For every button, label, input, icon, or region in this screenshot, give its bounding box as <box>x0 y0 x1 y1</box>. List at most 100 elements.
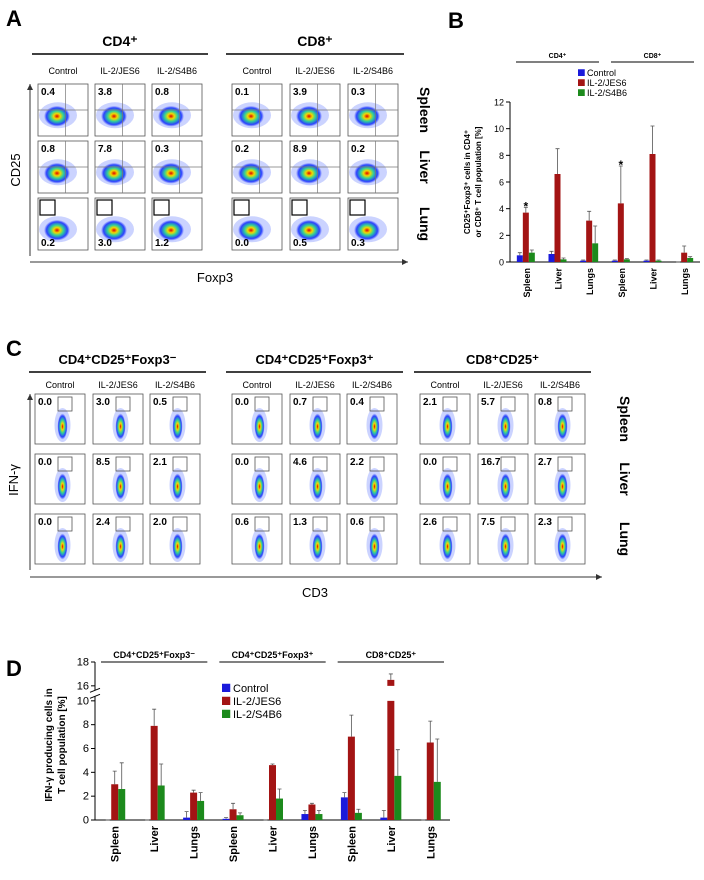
error-bar <box>587 210 592 221</box>
legend-swatch <box>222 709 231 718</box>
bar <box>308 804 316 820</box>
cell-density <box>254 533 265 560</box>
error-bar <box>349 714 354 737</box>
bar <box>387 679 395 820</box>
cell-density <box>254 473 265 500</box>
cell-density <box>296 105 322 127</box>
column-label: IL-2/S4B6 <box>155 380 195 390</box>
y-tick-label: 8 <box>83 719 89 731</box>
error-bar <box>523 206 528 213</box>
error-bar <box>656 259 661 261</box>
gate-percentage: 0.1 <box>235 87 249 98</box>
gate-percentage: 0.0 <box>38 517 52 528</box>
gate <box>254 456 270 472</box>
error-bar <box>112 770 117 785</box>
cell-density <box>101 162 127 184</box>
gate <box>254 396 270 412</box>
x-tick-label: Lungs <box>585 268 595 295</box>
x-tick-label: Liver <box>649 268 659 290</box>
column-label: IL-2/S4B6 <box>540 380 580 390</box>
cell-density <box>442 533 453 560</box>
bar <box>554 174 561 262</box>
gate <box>96 199 113 216</box>
gate <box>442 516 458 532</box>
group-title: CD4⁺ <box>102 33 137 49</box>
bar <box>655 260 662 262</box>
cell-density <box>57 533 68 560</box>
x-tick-label: Liver <box>268 825 280 852</box>
group-title: CD4⁺CD25⁺Foxp3⁻ <box>58 352 176 367</box>
bar <box>157 785 165 820</box>
y-tick-label: 0 <box>83 815 89 827</box>
cell-density <box>354 219 380 241</box>
bar <box>580 260 587 262</box>
cell-density <box>158 105 184 127</box>
y-tick-label: 0 <box>499 258 504 268</box>
bar <box>681 252 688 262</box>
gate <box>500 396 516 412</box>
gate <box>312 516 328 532</box>
cell-density <box>57 473 68 500</box>
gate-percentage: 2.3 <box>538 517 552 528</box>
bar <box>150 725 158 820</box>
group-label: CD4⁺CD25⁺Foxp3⁻ <box>113 650 195 660</box>
y-axis-label: IFN-γ producing cells in <box>44 688 55 801</box>
gate <box>172 516 188 532</box>
bar <box>118 789 126 820</box>
bar <box>643 260 650 262</box>
bar <box>236 815 244 820</box>
legend-label: Control <box>587 68 616 78</box>
error-bar <box>688 256 693 258</box>
error-bar <box>618 165 623 204</box>
gate <box>369 396 385 412</box>
gate-percentage: 0.0 <box>235 457 249 468</box>
cell-density <box>115 413 126 440</box>
gate-percentage: 0.8 <box>155 87 169 98</box>
panel-label: B <box>448 8 464 33</box>
error-bar <box>270 763 275 766</box>
gate-percentage: 8.9 <box>293 144 307 155</box>
gate-percentage: 0.4 <box>41 87 55 98</box>
bar <box>269 765 276 820</box>
y-axis-label: T cell population [%] <box>57 696 68 794</box>
legend-label: Control <box>233 683 268 695</box>
gate <box>233 199 250 216</box>
error-bar <box>517 252 522 256</box>
gate-percentage: 0.7 <box>293 397 307 408</box>
row-label: Lung <box>417 207 433 241</box>
gate <box>500 516 516 532</box>
bar <box>315 814 323 820</box>
error-bar <box>428 720 433 743</box>
gate-percentage: 1.3 <box>293 517 307 528</box>
gate <box>115 456 131 472</box>
gate-percentage: 0.3 <box>155 144 169 155</box>
y-tick-label: 2 <box>499 231 504 241</box>
cell-density <box>369 533 380 560</box>
gate-percentage: 0.0 <box>38 397 52 408</box>
gate <box>57 456 73 472</box>
x-tick-label: Spleen <box>522 268 532 298</box>
column-label: Control <box>45 380 74 390</box>
row-label: Liver <box>617 462 633 496</box>
gate-percentage: 2.1 <box>423 397 437 408</box>
error-bar <box>612 259 617 261</box>
column-label: IL-2/JES6 <box>483 380 523 390</box>
y-tick-label: 16 <box>77 680 89 692</box>
cell-density <box>238 219 264 241</box>
column-label: IL-2/JES6 <box>98 380 138 390</box>
gate <box>153 199 170 216</box>
gate-percentage: 3.8 <box>98 87 112 98</box>
error-bar <box>395 749 400 776</box>
legend-label: IL-2/S4B6 <box>233 709 282 721</box>
x-tick-label: Spleen <box>110 826 122 862</box>
error-bar <box>159 763 164 786</box>
y-tick-label: 10 <box>494 124 504 134</box>
cell-density <box>354 162 380 184</box>
x-axis-label: Foxp3 <box>197 270 233 285</box>
gate <box>172 456 188 472</box>
gate-percentage: 0.2 <box>351 144 365 155</box>
group-label: CD4⁺CD25⁺Foxp3⁺ <box>232 650 314 660</box>
cell-density <box>115 533 126 560</box>
row-label: Liver <box>417 150 433 184</box>
legend-label: IL-2/JES6 <box>587 78 627 88</box>
